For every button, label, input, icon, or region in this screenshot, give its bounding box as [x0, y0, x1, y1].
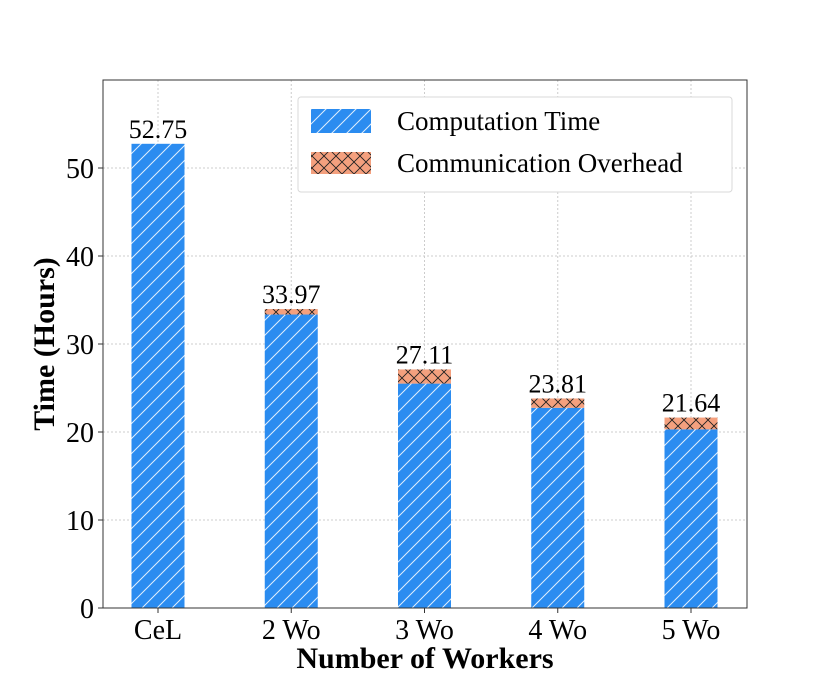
y-tick-label: 0 [80, 594, 94, 625]
bar-communication [398, 369, 451, 384]
bar-computation [398, 383, 451, 608]
bar-total-label: 33.97 [262, 280, 321, 309]
x-axis-title: Number of Workers [296, 642, 553, 675]
bar-computation [131, 143, 185, 609]
bar-computation [264, 314, 318, 608]
y-axis-title: Time (Hours) [28, 257, 61, 431]
x-tick-label: 3 Wo [395, 615, 454, 646]
legend-swatch-computation [311, 109, 371, 133]
x-tick-label: 5 Wo [662, 615, 721, 646]
legend-swatch-communication [311, 152, 371, 174]
bar-computation [531, 407, 585, 608]
y-axis-ticks: 0 10 20 30 40 50 [66, 154, 103, 625]
bar-communication [664, 417, 718, 430]
bar-total-label: 52.75 [129, 115, 188, 144]
x-axis-ticks: CeL 2 Wo 3 Wo 4 Wo 5 Wo [134, 608, 720, 646]
bar-communication [531, 398, 585, 408]
x-tick-label: 4 Wo [528, 615, 587, 646]
y-tick-label: 50 [66, 154, 94, 185]
data-labels: 52.75 33.97 27.11 23.81 21.64 [129, 115, 721, 418]
y-tick-label: 10 [66, 506, 94, 537]
bars [131, 143, 718, 609]
legend-label-communication: Communication Overhead [397, 148, 683, 178]
legend-label-computation: Computation Time [397, 106, 600, 136]
y-tick-label: 20 [66, 418, 94, 449]
bar-total-label: 21.64 [662, 389, 721, 418]
bar-computation [664, 429, 718, 608]
bar-total-label: 27.11 [396, 340, 454, 369]
legend-box [297, 96, 733, 193]
legend: Computation Time Communication Overhead [297, 96, 733, 193]
bar-total-label: 23.81 [529, 369, 588, 398]
y-tick-label: 40 [66, 242, 94, 273]
x-tick-label: CeL [134, 615, 182, 646]
x-tick-label: 2 Wo [262, 615, 321, 646]
bar-communication [264, 309, 318, 315]
y-tick-label: 30 [66, 330, 94, 361]
